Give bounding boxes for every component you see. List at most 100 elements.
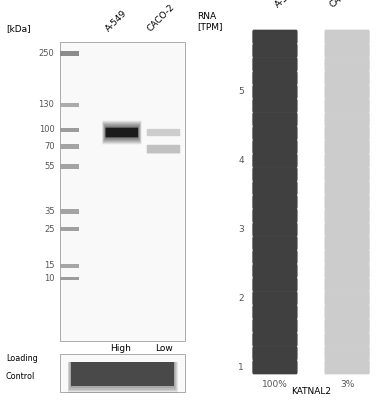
Text: 4: 4 <box>238 156 244 165</box>
Bar <box>69 362 176 390</box>
Bar <box>60 209 79 214</box>
Bar <box>60 103 79 107</box>
FancyBboxPatch shape <box>252 85 298 99</box>
Bar <box>69 362 177 391</box>
FancyBboxPatch shape <box>324 360 370 374</box>
FancyBboxPatch shape <box>324 85 370 99</box>
Bar <box>60 277 79 280</box>
FancyBboxPatch shape <box>324 208 370 223</box>
FancyBboxPatch shape <box>252 140 298 154</box>
FancyBboxPatch shape <box>103 122 141 143</box>
FancyBboxPatch shape <box>102 121 142 144</box>
Text: [TPM]: [TPM] <box>197 22 222 31</box>
Bar <box>60 354 186 392</box>
Text: High: High <box>110 344 131 353</box>
Text: 70: 70 <box>44 142 55 151</box>
FancyBboxPatch shape <box>252 346 298 360</box>
FancyBboxPatch shape <box>252 332 298 347</box>
Text: 130: 130 <box>39 100 55 110</box>
FancyBboxPatch shape <box>252 264 298 278</box>
FancyBboxPatch shape <box>106 128 138 137</box>
FancyBboxPatch shape <box>324 291 370 306</box>
FancyBboxPatch shape <box>252 154 298 168</box>
Text: 35: 35 <box>44 207 55 216</box>
Text: CACO-2: CACO-2 <box>145 3 176 34</box>
Text: RNA: RNA <box>197 12 216 21</box>
FancyBboxPatch shape <box>105 126 139 138</box>
Text: CACO-2: CACO-2 <box>328 0 360 10</box>
FancyBboxPatch shape <box>252 57 298 72</box>
FancyBboxPatch shape <box>324 57 370 72</box>
Text: 3: 3 <box>238 225 244 234</box>
FancyBboxPatch shape <box>252 71 298 85</box>
Bar <box>60 128 79 132</box>
FancyBboxPatch shape <box>324 44 370 58</box>
FancyBboxPatch shape <box>324 236 370 250</box>
Text: 250: 250 <box>39 49 55 58</box>
FancyBboxPatch shape <box>252 319 298 333</box>
Text: 55: 55 <box>44 162 55 171</box>
Text: 10: 10 <box>44 274 55 283</box>
FancyBboxPatch shape <box>147 129 180 136</box>
FancyBboxPatch shape <box>324 98 370 113</box>
FancyBboxPatch shape <box>252 305 298 319</box>
FancyBboxPatch shape <box>252 181 298 196</box>
FancyBboxPatch shape <box>252 222 298 237</box>
FancyBboxPatch shape <box>252 236 298 250</box>
Text: 3%: 3% <box>340 380 354 389</box>
FancyBboxPatch shape <box>252 195 298 209</box>
FancyBboxPatch shape <box>103 123 140 142</box>
FancyBboxPatch shape <box>252 277 298 292</box>
FancyBboxPatch shape <box>324 195 370 209</box>
Bar <box>70 362 175 388</box>
Text: 15: 15 <box>44 262 55 270</box>
FancyBboxPatch shape <box>324 250 370 264</box>
Bar <box>60 228 79 232</box>
Bar <box>60 164 79 168</box>
FancyBboxPatch shape <box>252 208 298 223</box>
FancyBboxPatch shape <box>104 124 140 141</box>
FancyBboxPatch shape <box>324 222 370 237</box>
Text: 5: 5 <box>238 88 244 96</box>
FancyBboxPatch shape <box>324 277 370 292</box>
FancyBboxPatch shape <box>324 181 370 196</box>
FancyBboxPatch shape <box>252 112 298 127</box>
Bar <box>71 362 174 386</box>
Text: [kDa]: [kDa] <box>6 24 30 34</box>
FancyBboxPatch shape <box>105 125 139 140</box>
FancyBboxPatch shape <box>252 126 298 140</box>
Text: Control: Control <box>6 372 35 381</box>
FancyBboxPatch shape <box>324 71 370 85</box>
FancyBboxPatch shape <box>252 250 298 264</box>
FancyBboxPatch shape <box>324 319 370 333</box>
Text: 2: 2 <box>238 294 244 303</box>
Bar <box>60 144 79 149</box>
FancyBboxPatch shape <box>252 44 298 58</box>
FancyBboxPatch shape <box>324 154 370 168</box>
FancyBboxPatch shape <box>324 30 370 44</box>
FancyBboxPatch shape <box>324 167 370 182</box>
Bar <box>60 264 79 268</box>
Bar <box>67 362 178 393</box>
FancyBboxPatch shape <box>252 167 298 182</box>
FancyBboxPatch shape <box>324 264 370 278</box>
Bar <box>60 42 186 341</box>
FancyBboxPatch shape <box>252 30 298 44</box>
Text: KATNAL2: KATNAL2 <box>291 387 331 396</box>
Text: 100: 100 <box>39 125 55 134</box>
FancyBboxPatch shape <box>324 112 370 127</box>
Text: 1: 1 <box>238 363 244 372</box>
FancyBboxPatch shape <box>324 126 370 140</box>
FancyBboxPatch shape <box>147 145 180 154</box>
Text: 100%: 100% <box>262 380 288 389</box>
FancyBboxPatch shape <box>252 360 298 374</box>
Text: Low: Low <box>155 344 173 353</box>
Text: 25: 25 <box>44 225 55 234</box>
Text: A-549: A-549 <box>104 9 129 34</box>
Text: Loading: Loading <box>6 354 37 363</box>
FancyBboxPatch shape <box>324 140 370 154</box>
Bar <box>60 51 79 56</box>
FancyBboxPatch shape <box>324 346 370 360</box>
FancyBboxPatch shape <box>324 305 370 319</box>
FancyBboxPatch shape <box>324 332 370 347</box>
